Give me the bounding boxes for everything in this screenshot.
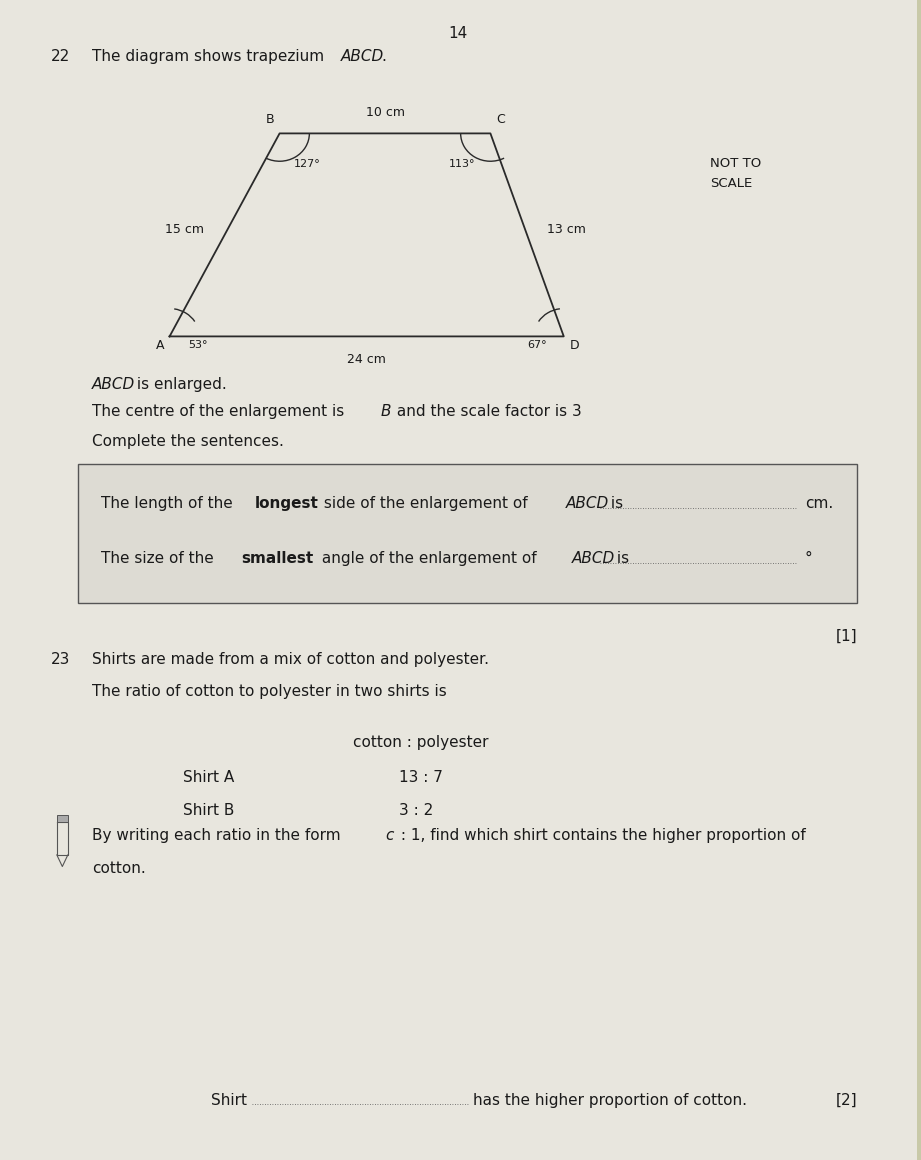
Text: ABCD: ABCD <box>341 49 384 64</box>
Text: Shirt: Shirt <box>211 1093 247 1108</box>
Text: has the higher proportion of cotton.: has the higher proportion of cotton. <box>473 1093 747 1108</box>
Text: angle of the enlargement of: angle of the enlargement of <box>317 551 542 566</box>
Text: Shirt B: Shirt B <box>183 803 235 818</box>
Text: 67°: 67° <box>528 340 547 350</box>
Text: 13 : 7: 13 : 7 <box>399 770 443 785</box>
Text: : 1, find which shirt contains the higher proportion of: : 1, find which shirt contains the highe… <box>396 828 806 843</box>
Text: 15 cm: 15 cm <box>166 223 204 235</box>
Text: is: is <box>612 551 629 566</box>
Text: 113°: 113° <box>449 159 476 169</box>
Text: ABCD: ABCD <box>565 496 609 512</box>
Text: is enlarged.: is enlarged. <box>132 377 227 392</box>
Text: °: ° <box>805 551 812 566</box>
Text: 13 cm: 13 cm <box>547 223 586 235</box>
Text: cotton.: cotton. <box>92 861 146 876</box>
Text: B: B <box>265 114 274 126</box>
Text: .: . <box>381 49 386 64</box>
Text: [2]: [2] <box>835 1093 857 1108</box>
Text: cotton : polyester: cotton : polyester <box>353 735 488 751</box>
Text: 14: 14 <box>449 26 468 41</box>
Text: The size of the: The size of the <box>100 551 218 566</box>
Text: NOT TO: NOT TO <box>710 157 762 169</box>
FancyBboxPatch shape <box>78 464 857 603</box>
Text: 22: 22 <box>51 49 70 64</box>
Text: c: c <box>385 828 393 843</box>
Text: The centre of the enlargement is: The centre of the enlargement is <box>92 404 349 419</box>
Text: side of the enlargement of: side of the enlargement of <box>319 496 532 512</box>
Text: D: D <box>569 339 579 351</box>
Text: The ratio of cotton to polyester in two shirts is: The ratio of cotton to polyester in two … <box>92 684 447 699</box>
Text: is: is <box>606 496 623 512</box>
Text: 53°: 53° <box>188 340 207 350</box>
Text: Complete the sentences.: Complete the sentences. <box>92 434 284 449</box>
Text: A: A <box>156 339 164 351</box>
Text: C: C <box>495 114 505 126</box>
Bar <box>57 815 68 822</box>
Text: The diagram shows trapezium: The diagram shows trapezium <box>92 49 329 64</box>
Text: cm.: cm. <box>805 496 834 512</box>
Text: 23: 23 <box>51 652 70 667</box>
Text: 3 : 2: 3 : 2 <box>399 803 433 818</box>
Text: 24 cm: 24 cm <box>347 353 386 365</box>
Text: Shirt A: Shirt A <box>183 770 235 785</box>
Text: SCALE: SCALE <box>710 177 752 190</box>
Text: 10 cm: 10 cm <box>366 107 404 119</box>
Text: Shirts are made from a mix of cotton and polyester.: Shirts are made from a mix of cotton and… <box>92 652 489 667</box>
Text: 127°: 127° <box>294 159 321 169</box>
Text: ABCD: ABCD <box>572 551 615 566</box>
Text: and the scale factor is 3: and the scale factor is 3 <box>392 404 582 419</box>
Text: smallest: smallest <box>241 551 313 566</box>
Text: B: B <box>380 404 391 419</box>
Text: [1]: [1] <box>835 629 857 644</box>
Text: By writing each ratio in the form: By writing each ratio in the form <box>92 828 345 843</box>
Text: The length of the: The length of the <box>100 496 238 512</box>
Text: longest: longest <box>255 496 319 512</box>
Text: ABCD: ABCD <box>92 377 134 392</box>
